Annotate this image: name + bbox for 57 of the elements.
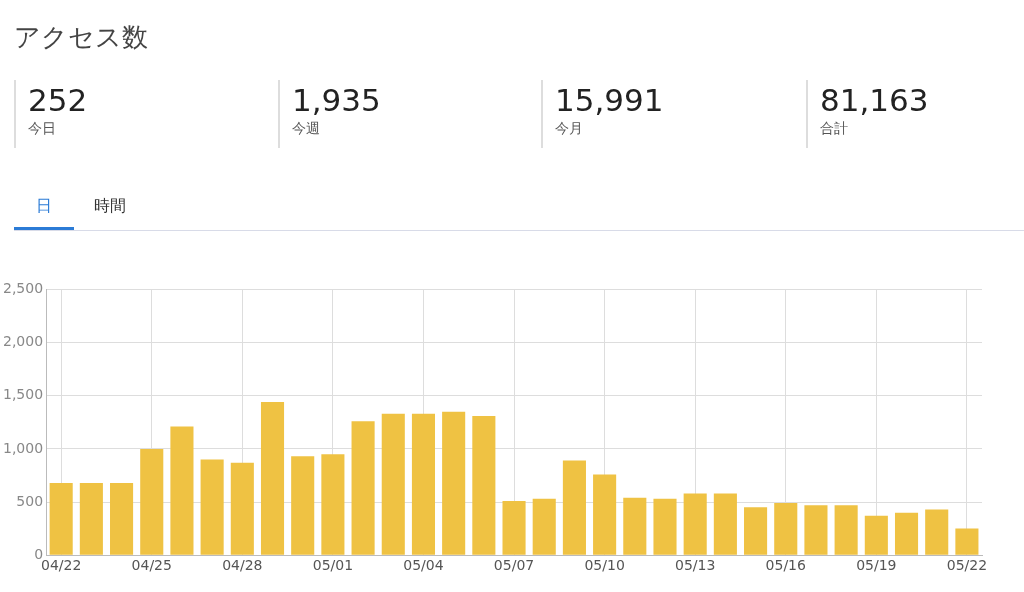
bar <box>804 505 828 555</box>
bar <box>321 454 345 555</box>
text: 252 <box>28 81 88 120</box>
bar <box>411 413 436 555</box>
bar <box>260 402 285 555</box>
bar <box>442 411 466 555</box>
bar <box>744 507 768 555</box>
bar <box>774 503 798 555</box>
bar <box>562 460 586 555</box>
x-tick-label: 04/25 <box>131 557 172 574</box>
bar <box>291 456 315 555</box>
bar <box>623 497 647 555</box>
x-tick-label: 05/16 <box>765 557 807 574</box>
x-tick-label: 05/01 <box>312 557 354 574</box>
bar <box>49 482 73 555</box>
x-tick-label: 05/04 <box>403 557 444 574</box>
text: 81,163 <box>820 81 929 120</box>
y-tick-label: 2,000 <box>2 333 44 350</box>
x-tick-label: 05/22 <box>946 557 988 574</box>
x-tick-label: 04/28 <box>222 557 263 574</box>
text: 今月 <box>555 120 584 138</box>
y-tick-label: 1,000 <box>2 439 44 456</box>
text: 15,991 <box>555 81 664 120</box>
text: 今週 <box>292 120 321 138</box>
bar <box>79 482 103 555</box>
y-tick-label: 1,500 <box>2 386 44 403</box>
bar <box>351 421 375 555</box>
text: 1,935 <box>292 81 381 120</box>
x-tick-label: 05/13 <box>675 557 716 574</box>
text: 時間 <box>94 196 126 217</box>
bar <box>110 482 134 555</box>
bar <box>230 462 254 555</box>
text: 今日 <box>28 120 57 138</box>
y-tick-label: 500 <box>16 492 44 509</box>
bar <box>955 528 979 555</box>
bar <box>683 493 707 555</box>
bar <box>894 512 919 555</box>
bar <box>653 498 677 555</box>
x-tick-label: 05/07 <box>493 557 535 574</box>
bar <box>834 505 858 555</box>
chart-title: アクセス数 <box>14 21 148 54</box>
bar <box>532 498 556 555</box>
text: 合計 <box>820 120 849 138</box>
bar <box>200 459 224 555</box>
text: 日 <box>36 196 52 217</box>
bar <box>140 448 164 555</box>
x-tick-label: 05/19 <box>856 557 897 574</box>
y-tick-label: 2,500 <box>2 280 44 297</box>
bar <box>713 493 737 555</box>
bar <box>593 474 617 555</box>
bar <box>170 426 194 555</box>
bar <box>381 413 405 555</box>
bar <box>472 415 496 555</box>
x-tick-label: 05/10 <box>584 557 625 574</box>
bar <box>925 509 949 555</box>
bar <box>502 500 526 555</box>
bar <box>864 515 888 555</box>
